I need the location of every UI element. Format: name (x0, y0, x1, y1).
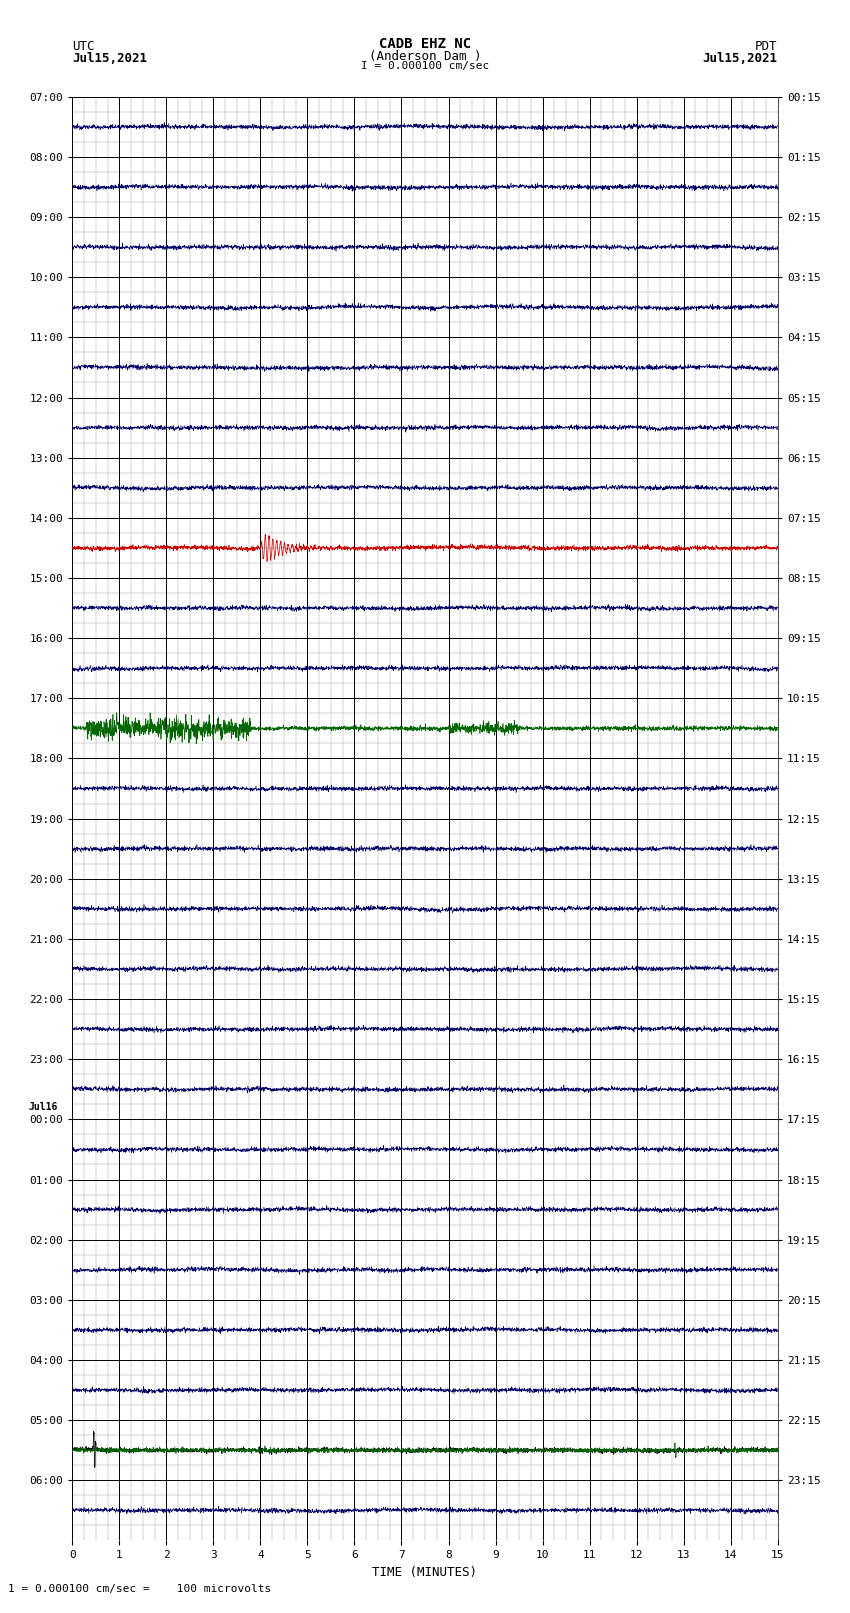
Text: UTC: UTC (72, 40, 94, 53)
Text: CADB EHZ NC: CADB EHZ NC (379, 37, 471, 52)
Text: (Anderson Dam ): (Anderson Dam ) (369, 50, 481, 63)
Text: Jul16: Jul16 (29, 1102, 58, 1111)
Text: I = 0.000100 cm/sec: I = 0.000100 cm/sec (361, 61, 489, 71)
Text: PDT: PDT (756, 40, 778, 53)
Text: 1 = 0.000100 cm/sec =    100 microvolts: 1 = 0.000100 cm/sec = 100 microvolts (8, 1584, 272, 1594)
X-axis label: TIME (MINUTES): TIME (MINUTES) (372, 1566, 478, 1579)
Text: Jul15,2021: Jul15,2021 (72, 52, 147, 65)
Text: Jul15,2021: Jul15,2021 (703, 52, 778, 65)
